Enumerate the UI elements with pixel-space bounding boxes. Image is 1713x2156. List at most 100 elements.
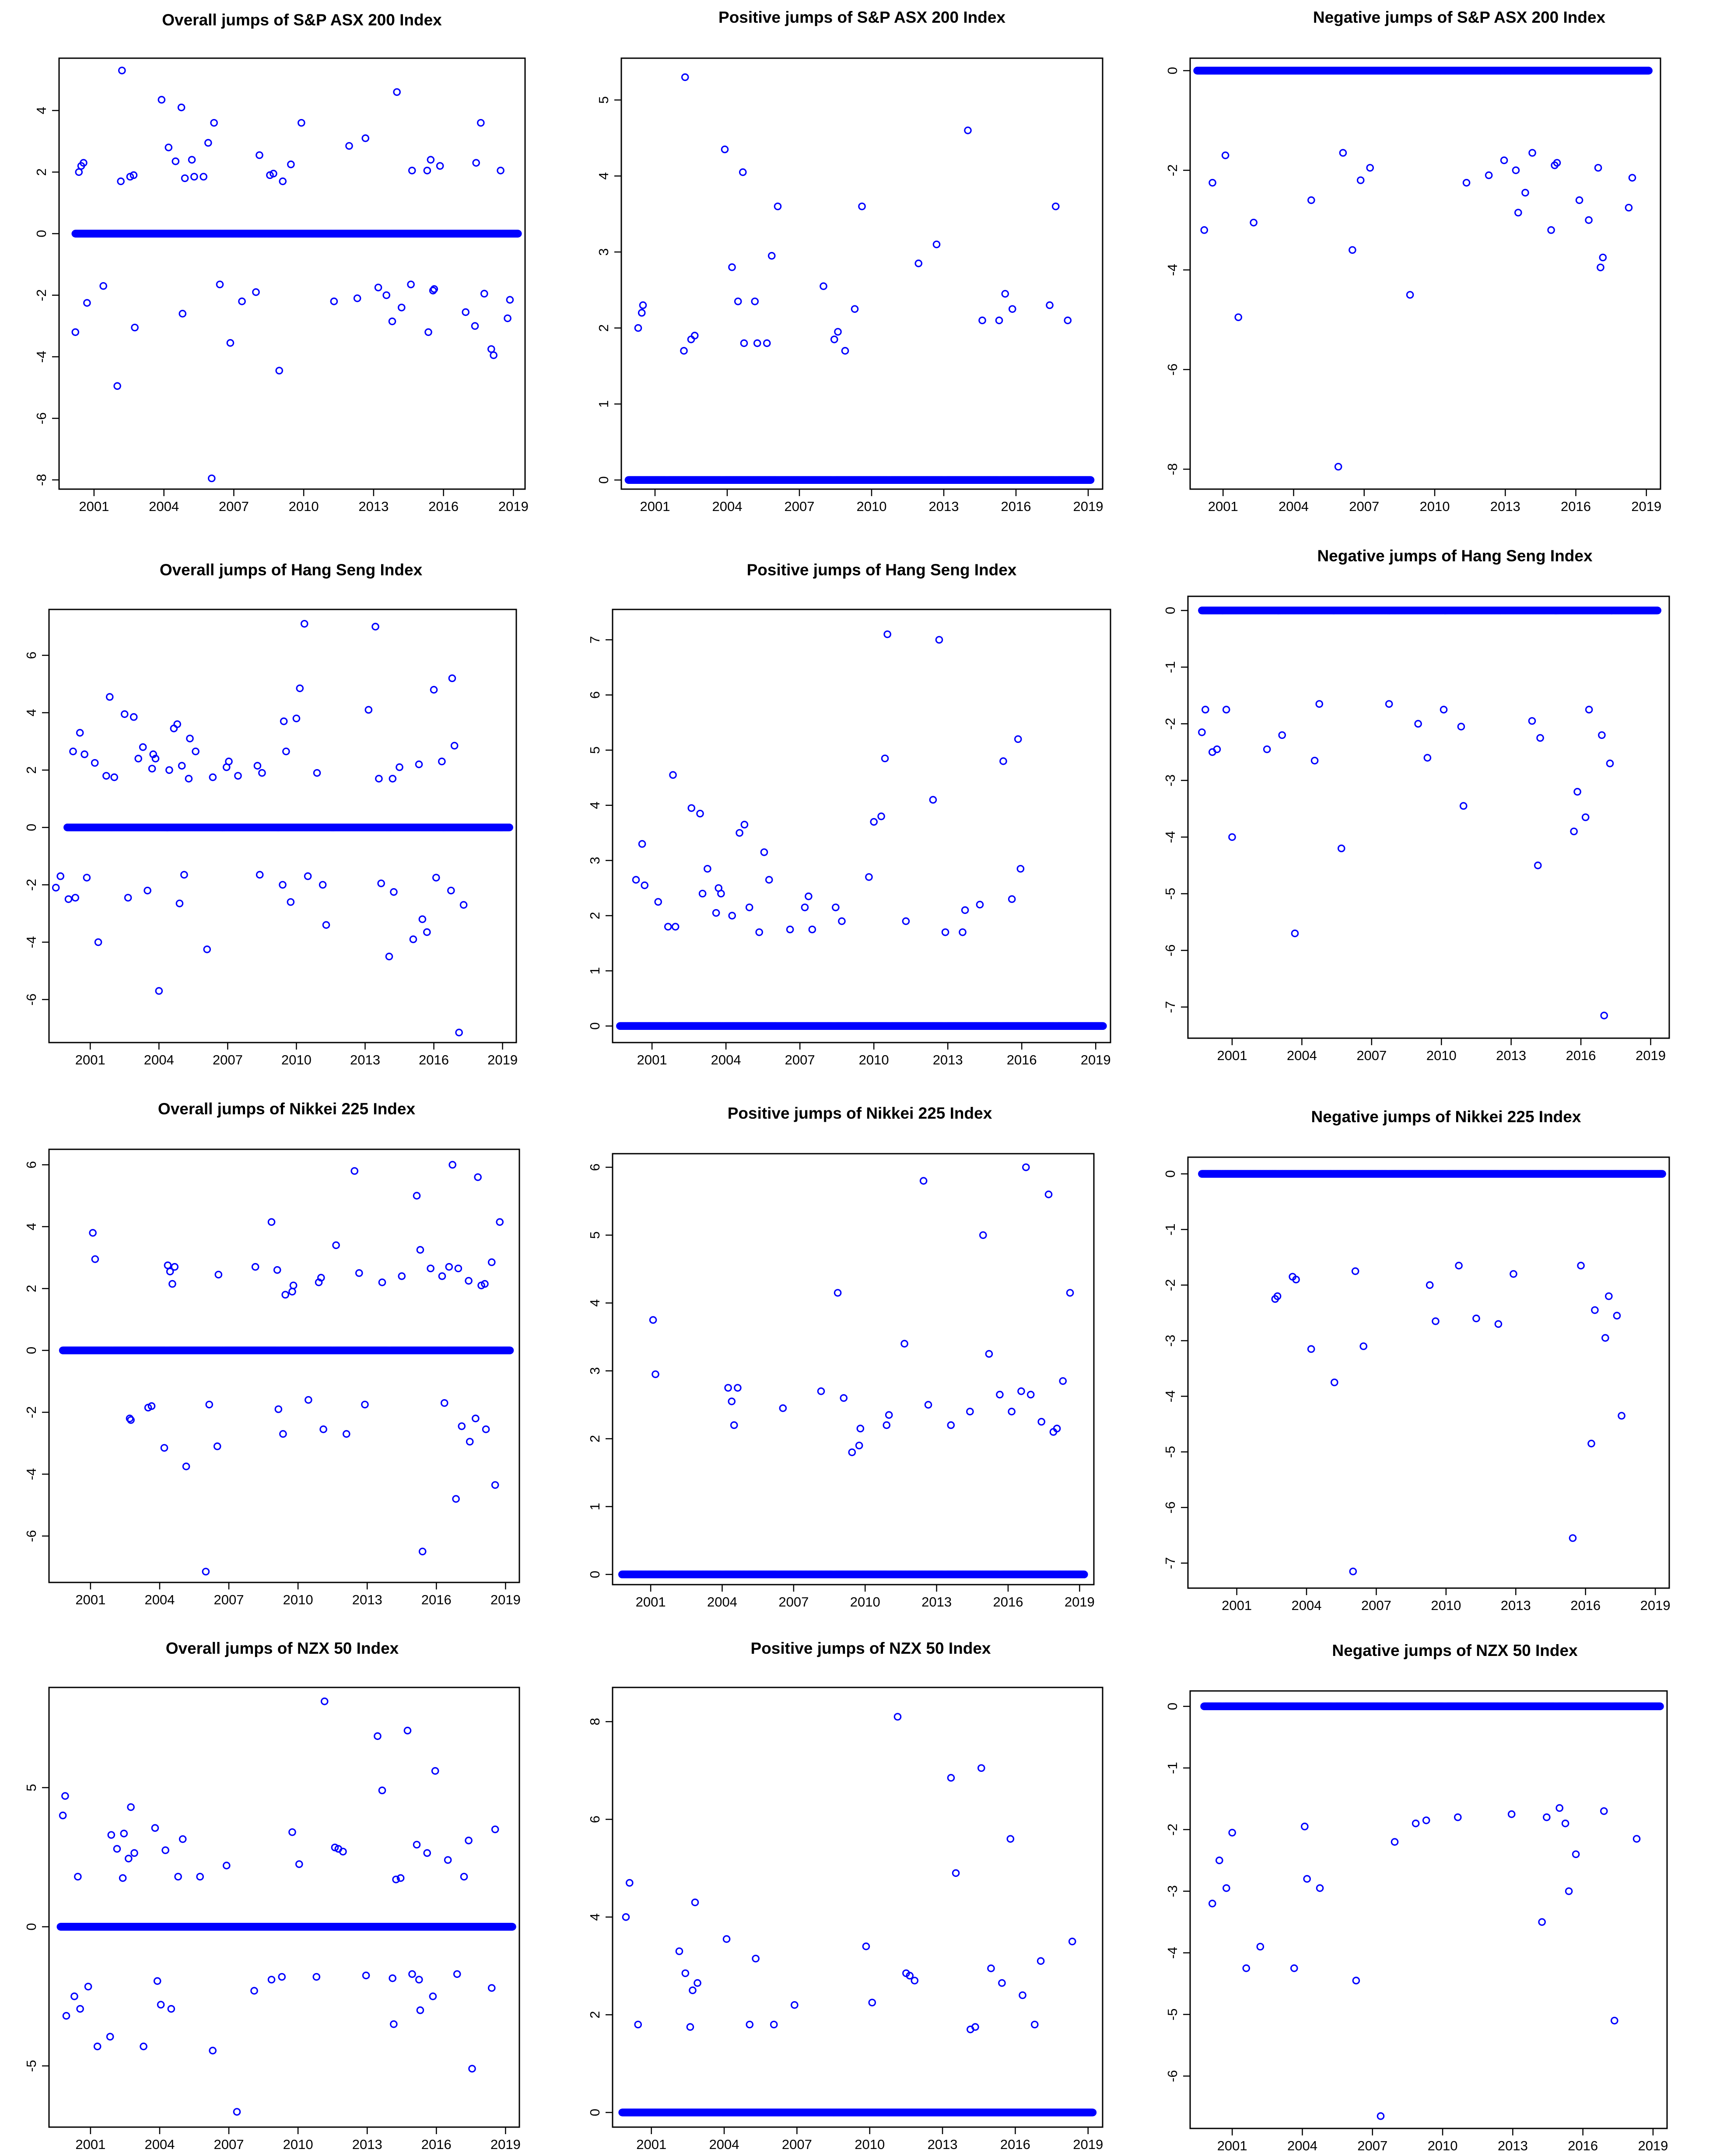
x-tick-label: 2013 xyxy=(358,499,389,514)
jump-points xyxy=(635,74,1071,354)
data-point xyxy=(1576,197,1582,203)
x-tick-label: 2010 xyxy=(1420,499,1450,514)
data-point xyxy=(979,317,985,323)
x-tick-label: 2016 xyxy=(1001,499,1031,514)
data-point xyxy=(473,160,479,166)
plot-frame xyxy=(621,58,1103,489)
data-point xyxy=(1485,172,1492,178)
data-point xyxy=(462,309,469,315)
data-point xyxy=(488,346,494,352)
data-point xyxy=(1501,157,1507,163)
data-point xyxy=(859,203,865,210)
data-point xyxy=(635,325,641,331)
data-point xyxy=(178,104,184,110)
data-point xyxy=(288,161,294,168)
data-point xyxy=(688,336,694,343)
data-point xyxy=(118,178,124,184)
x-tick-label: 2004 xyxy=(149,499,179,514)
zero-jump-band xyxy=(72,231,521,237)
data-point xyxy=(722,146,728,152)
data-point xyxy=(205,140,211,146)
data-point xyxy=(1047,302,1053,308)
data-point xyxy=(1548,227,1554,233)
y-tick-label: 0 xyxy=(34,230,49,237)
y-tick-label: -2 xyxy=(1165,164,1180,176)
data-point xyxy=(769,252,775,259)
data-point xyxy=(640,302,646,308)
data-point xyxy=(425,329,431,335)
data-point xyxy=(752,298,758,304)
x-tick-label: 2019 xyxy=(1631,499,1661,514)
data-point xyxy=(1222,152,1228,158)
zero-jump-band xyxy=(625,477,1093,483)
data-point xyxy=(209,475,215,481)
data-point xyxy=(1349,247,1356,253)
y-tick-label: 0 xyxy=(596,476,611,484)
plot-frame xyxy=(1190,58,1660,489)
data-point xyxy=(497,168,504,174)
data-point xyxy=(831,336,837,343)
data-point xyxy=(375,284,381,290)
y-tick-label: -2 xyxy=(34,289,49,301)
data-point xyxy=(362,135,368,141)
data-point xyxy=(1053,203,1059,210)
y-tick-label: -8 xyxy=(34,474,49,486)
data-point xyxy=(681,348,687,354)
x-tick-label: 2007 xyxy=(785,499,815,514)
x-tick-label: 2013 xyxy=(929,499,959,514)
x-tick-label: 2010 xyxy=(289,499,319,514)
y-tick-label: 1 xyxy=(596,400,611,408)
data-point xyxy=(354,295,360,301)
data-point xyxy=(217,281,223,287)
data-point xyxy=(239,298,245,304)
data-point xyxy=(227,340,233,346)
data-point xyxy=(490,352,497,358)
y-tick-label: 2 xyxy=(596,324,611,332)
data-point xyxy=(933,241,939,247)
data-point xyxy=(507,297,513,303)
data-point xyxy=(735,298,741,304)
data-point xyxy=(842,348,848,354)
data-point xyxy=(1407,292,1413,298)
x-tick-label: 2007 xyxy=(219,499,249,514)
data-point xyxy=(389,318,395,324)
data-point xyxy=(182,175,188,181)
plot-frame xyxy=(59,58,525,489)
data-point xyxy=(280,178,286,184)
y-tick-label: 5 xyxy=(596,96,611,104)
data-point xyxy=(399,304,405,311)
chart-title: Negative jumps of S&P ASX 200 Index xyxy=(1313,8,1606,26)
chart-title: Overall jumps of S&P ASX 200 Index xyxy=(162,11,442,29)
y-tick-label: -6 xyxy=(34,412,49,424)
data-point xyxy=(200,174,207,180)
data-point xyxy=(996,317,1002,323)
data-point xyxy=(1513,167,1519,173)
data-point xyxy=(1235,314,1241,320)
data-point xyxy=(72,329,78,335)
data-point xyxy=(346,143,352,149)
data-point xyxy=(76,169,82,175)
x-tick-label: 2013 xyxy=(1490,499,1520,514)
y-tick-label: -4 xyxy=(34,351,49,363)
data-point xyxy=(820,283,827,289)
zero-jump-band xyxy=(1194,67,1652,74)
data-point xyxy=(504,315,511,321)
x-tick-label: 2016 xyxy=(1561,499,1591,514)
data-point xyxy=(211,120,217,126)
data-point xyxy=(692,332,698,339)
data-point xyxy=(1065,317,1071,323)
x-tick-label: 2004 xyxy=(1279,499,1309,514)
data-point xyxy=(478,120,484,126)
data-point xyxy=(409,168,415,174)
x-tick-label: 2010 xyxy=(857,499,887,514)
data-point xyxy=(639,310,645,316)
data-point xyxy=(119,67,125,74)
data-point xyxy=(1586,217,1592,223)
x-tick-label: 2001 xyxy=(640,499,670,514)
y-tick-label: 3 xyxy=(596,248,611,256)
y-tick-label: -6 xyxy=(1165,364,1180,376)
data-point xyxy=(1002,290,1008,297)
x-tick-label: 2007 xyxy=(1349,499,1379,514)
